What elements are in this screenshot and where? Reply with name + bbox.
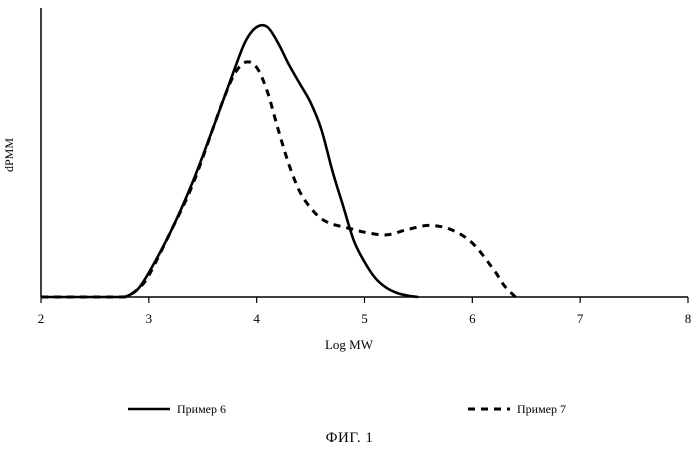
figure-caption: ФИГ. 1 <box>325 430 374 446</box>
legend-label-2: Пример 7 <box>517 402 566 416</box>
x-tick-label-5: 5 <box>361 311 368 326</box>
x-tick-label-2: 2 <box>38 311 45 326</box>
x-tick-label-7: 7 <box>577 311 584 326</box>
axes <box>40 8 688 298</box>
x-tick-label-6: 6 <box>469 311 476 326</box>
legend: Пример 6 Пример 7 <box>128 402 566 416</box>
x-tick-label-3: 3 <box>146 311 153 326</box>
legend-label-1: Пример 6 <box>177 402 226 416</box>
series-line-1 <box>41 23 419 299</box>
x-tick-label-4: 4 <box>253 311 260 326</box>
series-layer <box>41 23 517 299</box>
x-ticks: 2 3 4 5 6 7 8 <box>38 297 692 326</box>
series-line-2 <box>41 60 517 299</box>
x-axis-label: Log MW <box>325 337 374 352</box>
y-axis-label: dPMM <box>2 138 16 172</box>
x-tick-label-8: 8 <box>685 311 692 326</box>
